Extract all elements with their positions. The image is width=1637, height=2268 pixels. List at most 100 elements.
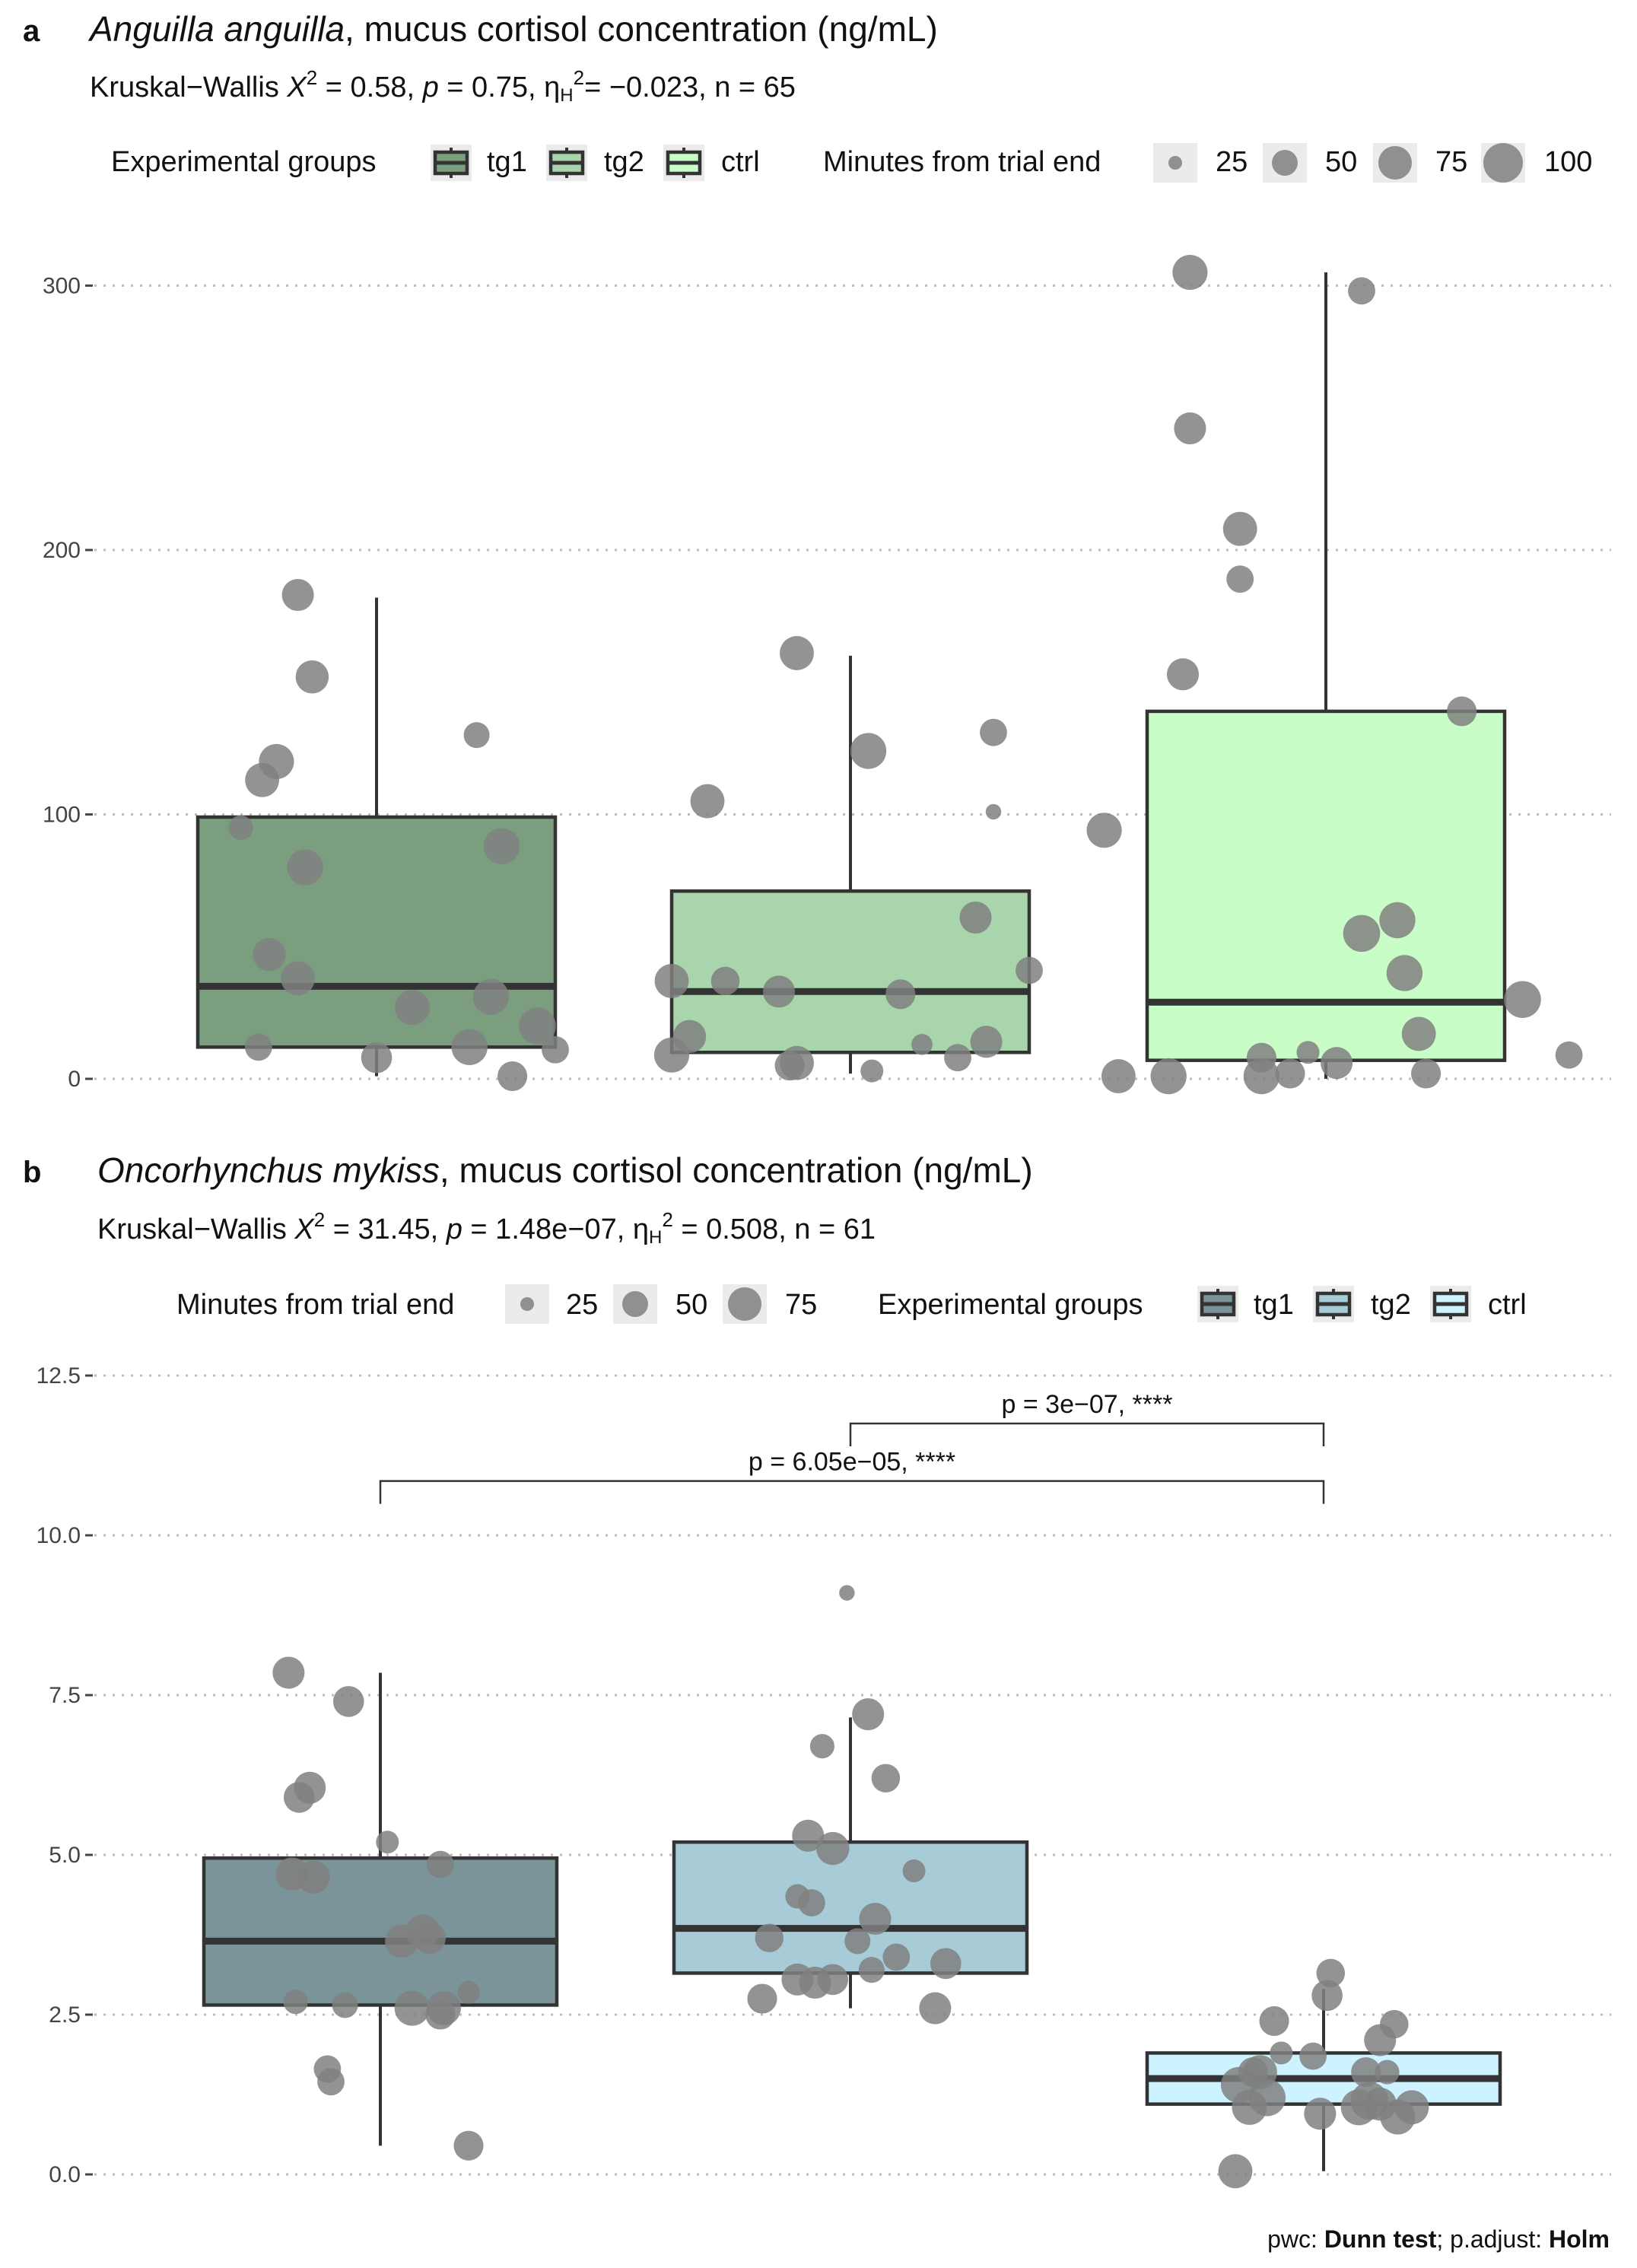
data-point [1238, 2057, 1268, 2088]
legend-sizes-title: Minutes from trial end [823, 146, 1101, 178]
legend-label-tg1: tg1 [1254, 1289, 1294, 1321]
data-point [774, 1051, 805, 1081]
data-point [1447, 696, 1477, 727]
panel-a-title: Anguilla anguilla, mucus cortisol concen… [87, 9, 938, 49]
group-ctrl [1145, 1958, 1502, 2189]
group-tg2 [653, 636, 1043, 1083]
legend-key-ctrl: ctrl [1430, 1286, 1527, 1322]
data-point [1348, 277, 1375, 305]
data-point [1504, 981, 1541, 1019]
data-point [930, 1948, 962, 1980]
data-point [332, 1992, 358, 2018]
group-ctrl [1086, 254, 1583, 1095]
data-point [426, 1850, 454, 1878]
data-point [902, 1859, 926, 1882]
data-point [394, 1990, 430, 2026]
comparison-bracket [379, 1480, 1325, 1504]
data-point [844, 1928, 871, 1955]
panel-b-letter: b [23, 1156, 41, 1189]
comparison-label: p = 3e−07, **** [1002, 1390, 1173, 1419]
panel-a-sub-stat: = 0.58, [317, 72, 422, 103]
data-point [1218, 2154, 1253, 2189]
legend-size-dot-100 [1483, 143, 1523, 183]
data-point [283, 1990, 308, 2015]
legend-size-label-75: 75 [1435, 146, 1467, 178]
box-ctrl [1145, 709, 1507, 1062]
footnote-method: Holm [1549, 2225, 1610, 2253]
data-point [860, 1059, 884, 1083]
data-point [1150, 1058, 1187, 1095]
y-tick-label: 0.0 [49, 2162, 81, 2187]
data-point [1222, 511, 1257, 546]
panel-b-sub-x-sup: 2 [314, 1208, 325, 1231]
panel-b-sub-eta-sup: 2 [662, 1208, 672, 1231]
data-point [1555, 1041, 1583, 1069]
box-tg1 [202, 1856, 559, 2007]
data-point [394, 990, 431, 1026]
panel-a-sub-rest: = −0.023, n = 65 [584, 72, 796, 103]
data-point [762, 975, 796, 1008]
panel-b-sub-pval: = 1.48e−07, η [462, 1214, 649, 1245]
data-point [283, 1782, 315, 1813]
panel-a-sub-x: X [286, 72, 307, 103]
data-point [911, 1033, 933, 1055]
data-point [747, 1983, 777, 2014]
data-point [1364, 2024, 1397, 2056]
data-point [457, 1980, 480, 2004]
data-point [1299, 2042, 1327, 2070]
data-point [780, 636, 814, 670]
data-point [317, 2068, 345, 2096]
data-point [654, 964, 689, 998]
data-point [497, 1061, 528, 1092]
legend-size-label-75: 75 [785, 1289, 817, 1321]
y-tick-label: 7.5 [49, 1683, 81, 1708]
panel-b-subtitle: Kruskal−Wallis X2 = 31.45, p = 1.48e−07,… [97, 1208, 876, 1248]
data-point [295, 660, 329, 694]
data-point [1086, 813, 1122, 848]
data-point [483, 828, 520, 864]
panel-a-sub-eta-sup: 2 [574, 66, 584, 89]
data-point [809, 1734, 834, 1759]
data-point [542, 1035, 569, 1064]
data-point [1101, 1059, 1136, 1093]
data-point [245, 762, 280, 797]
data-point [985, 803, 1002, 820]
group-tg1 [195, 578, 569, 1092]
legend-size-dot-75 [728, 1287, 761, 1321]
data-point [1380, 2099, 1416, 2135]
group-tg1 [202, 1656, 559, 2161]
data-point [463, 722, 490, 749]
panel-a-title-rest: , mucus cortisol concentration (ng/mL) [345, 9, 938, 49]
panel-a-title-species: Anguilla anguilla [87, 9, 345, 49]
data-point [1166, 658, 1200, 691]
data-point [755, 1923, 784, 1952]
data-point [297, 1860, 330, 1894]
legend-key-tg2: tg2 [1313, 1286, 1411, 1322]
panel-b-title-rest: , mucus cortisol concentration (ng/mL) [440, 1150, 1033, 1190]
data-point [882, 1943, 911, 1971]
data-point [816, 1831, 850, 1866]
data-point [1375, 2060, 1400, 2085]
data-point [653, 1037, 690, 1073]
data-point [817, 1964, 849, 1996]
legend-size-dot-50 [1272, 150, 1298, 176]
data-point [970, 1026, 1003, 1058]
panel-b-sub-stat: = 31.45, [325, 1214, 447, 1245]
panel-a-sub-test: Kruskal−Wallis [90, 72, 287, 103]
panel-b-title-species: Oncorhynchus mykiss [97, 1150, 440, 1190]
data-point [1016, 956, 1043, 984]
data-point [798, 1889, 825, 1917]
data-point [690, 784, 725, 819]
legend-sizes-title: Minutes from trial end [176, 1289, 454, 1321]
panel-a-subtitle: Kruskal−Wallis X2 = 0.58, p = 0.75, ηH2=… [90, 66, 796, 106]
legend-label-ctrl: ctrl [1488, 1289, 1527, 1321]
data-point [376, 1831, 399, 1854]
data-point [959, 901, 992, 934]
legend-size-label-100: 100 [1544, 146, 1592, 178]
data-point [1275, 1058, 1305, 1089]
panel-a-sub-x-sup: 2 [307, 66, 317, 89]
data-point [859, 1902, 892, 1936]
data-point [839, 1585, 855, 1601]
footnote-test: Dunn test [1324, 2225, 1437, 2253]
y-tick-label: 300 [43, 273, 81, 298]
